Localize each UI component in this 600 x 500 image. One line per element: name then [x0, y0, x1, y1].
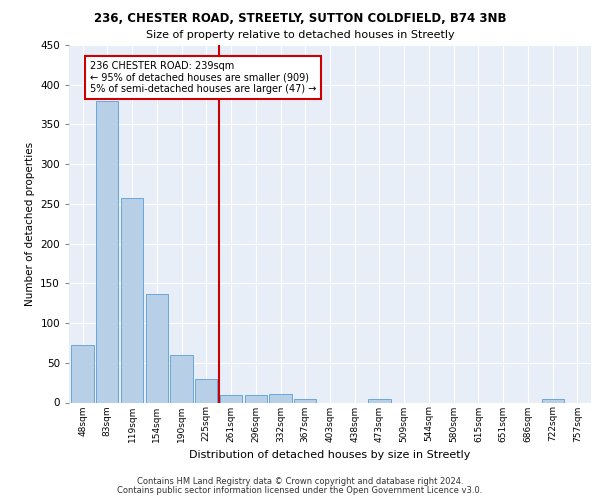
Text: 236 CHESTER ROAD: 239sqm
← 95% of detached houses are smaller (909)
5% of semi-d: 236 CHESTER ROAD: 239sqm ← 95% of detach… — [90, 61, 316, 94]
Bar — [269, 394, 292, 402]
Bar — [245, 396, 267, 402]
Bar — [368, 400, 391, 402]
Bar — [121, 198, 143, 402]
Bar — [71, 346, 94, 403]
Bar — [96, 102, 118, 403]
Text: 236, CHESTER ROAD, STREETLY, SUTTON COLDFIELD, B74 3NB: 236, CHESTER ROAD, STREETLY, SUTTON COLD… — [94, 12, 506, 26]
Bar — [170, 355, 193, 403]
Bar — [294, 398, 316, 402]
Bar — [542, 400, 564, 402]
Bar — [195, 378, 217, 402]
Bar — [146, 294, 168, 403]
X-axis label: Distribution of detached houses by size in Streetly: Distribution of detached houses by size … — [190, 450, 470, 460]
Text: Size of property relative to detached houses in Streetly: Size of property relative to detached ho… — [146, 30, 454, 40]
Text: Contains public sector information licensed under the Open Government Licence v3: Contains public sector information licen… — [118, 486, 482, 495]
Y-axis label: Number of detached properties: Number of detached properties — [25, 142, 35, 306]
Text: Contains HM Land Registry data © Crown copyright and database right 2024.: Contains HM Land Registry data © Crown c… — [137, 477, 463, 486]
Bar — [220, 394, 242, 402]
